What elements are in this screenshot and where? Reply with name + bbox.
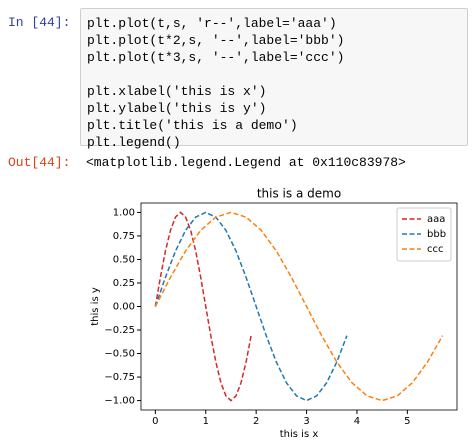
y-tick-label: 0.75 [113, 231, 135, 242]
x-axis-label: this is x [280, 429, 319, 440]
x-tick-label: 4 [354, 416, 360, 427]
legend-label: aaa [427, 214, 445, 225]
x-tick-label: 5 [404, 416, 410, 427]
series-line [154, 211, 444, 402]
code-line: plt.plot(t*3,s, '--',label='ccc') [87, 50, 345, 65]
series-line [154, 211, 252, 402]
y-tick-label: −0.75 [104, 372, 135, 383]
out-prompt: Out[44]: [8, 155, 71, 170]
chart-title: this is a demo [257, 187, 341, 201]
y-tick-label: −1.00 [104, 396, 135, 407]
code-line: plt.xlabel('this is x') [87, 84, 267, 99]
x-tick-label: 3 [303, 416, 309, 427]
y-tick-label: −0.50 [104, 349, 135, 360]
output-text: <matplotlib.legend.Legend at 0x110c83978… [86, 155, 406, 170]
x-tick-label: 1 [203, 416, 209, 427]
code-line: plt.plot(t,s, 'r--',label='aaa') [87, 16, 337, 31]
y-tick-label: 0.50 [113, 254, 135, 265]
code-line: plt.legend() [87, 135, 181, 150]
legend: aaa bbb ccc [396, 207, 452, 262]
series-line [154, 211, 348, 402]
x-tick-label: 0 [152, 416, 158, 427]
axes-frame [140, 202, 458, 411]
y-tick-label: 0.00 [113, 302, 135, 313]
code-cell[interactable]: plt.plot(t,s, 'r--',label='aaa') plt.plot… [80, 8, 468, 150]
y-tick-label: 0.25 [113, 278, 135, 289]
legend-box [396, 207, 452, 262]
code-line: plt.title('this is a demo') [87, 118, 298, 133]
y-axis-label: this is y [90, 287, 101, 326]
legend-label: bbb [427, 229, 446, 240]
legend-label: ccc [427, 244, 444, 255]
in-prompt: In [44]: [8, 15, 71, 30]
y-tick-label: 1.00 [113, 207, 135, 218]
code-line: plt.plot(t*2,s, '--',label='bbb') [87, 33, 345, 48]
x-tick-label: 2 [253, 416, 259, 427]
y-tick-label: −0.25 [104, 325, 135, 336]
code-line: plt.ylabel('this is y') [87, 101, 267, 116]
